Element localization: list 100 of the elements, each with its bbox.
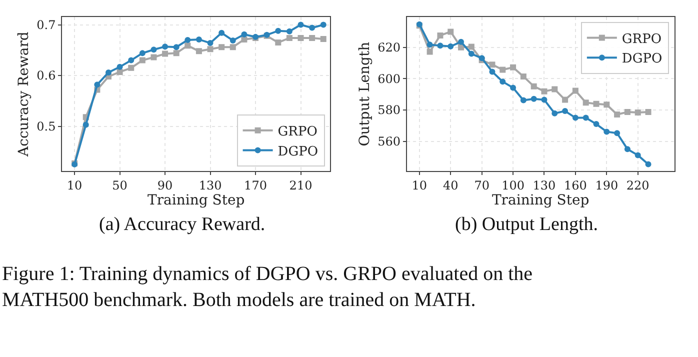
point bbox=[520, 97, 526, 104]
point bbox=[552, 110, 558, 116]
point bbox=[426, 48, 433, 55]
point bbox=[448, 28, 454, 35]
point bbox=[241, 36, 248, 42]
point bbox=[426, 42, 433, 48]
x-tick-label: 10 bbox=[66, 178, 82, 192]
point bbox=[218, 30, 225, 36]
point bbox=[510, 64, 516, 70]
point bbox=[275, 40, 282, 46]
point bbox=[139, 50, 146, 56]
point bbox=[230, 37, 236, 44]
point bbox=[593, 121, 600, 128]
point bbox=[614, 111, 620, 118]
point bbox=[500, 66, 506, 73]
point bbox=[489, 68, 496, 75]
point bbox=[489, 62, 496, 68]
point bbox=[530, 83, 537, 90]
point bbox=[604, 102, 610, 108]
point bbox=[286, 34, 292, 41]
point bbox=[320, 22, 326, 28]
legend-label: GRPO bbox=[622, 32, 662, 47]
y-tick-label: 0.6 bbox=[36, 68, 56, 83]
point bbox=[286, 28, 292, 34]
point bbox=[604, 128, 610, 135]
point bbox=[468, 50, 474, 57]
x-tick-label: 130 bbox=[532, 178, 556, 192]
legend-label: GRPO bbox=[278, 124, 318, 140]
point bbox=[218, 44, 225, 50]
point bbox=[614, 130, 620, 136]
point bbox=[275, 28, 282, 34]
point bbox=[572, 114, 578, 121]
point bbox=[510, 84, 516, 91]
point bbox=[298, 34, 304, 41]
point bbox=[572, 88, 578, 94]
point bbox=[530, 96, 537, 102]
point bbox=[458, 38, 464, 45]
point bbox=[162, 50, 168, 57]
point bbox=[150, 54, 157, 60]
point bbox=[128, 64, 134, 71]
point bbox=[624, 146, 630, 152]
x-axis-title: Training Step bbox=[492, 192, 590, 208]
x-tick-label: 220 bbox=[626, 178, 650, 192]
point bbox=[298, 22, 304, 28]
point bbox=[562, 96, 568, 103]
y-tick-label: 560 bbox=[378, 134, 401, 148]
point bbox=[82, 122, 89, 128]
point bbox=[241, 31, 248, 38]
point bbox=[520, 73, 526, 80]
point bbox=[624, 108, 630, 115]
y-axis-title: Accuracy Reward bbox=[16, 32, 32, 158]
point bbox=[173, 44, 180, 50]
caption: Figure 1: Training dynamics of DGPO vs. GRPO evaluated on the MATH500 benchmark. Both models are trained on MATH. bbox=[2, 263, 533, 311]
y-axis-title: Output Length bbox=[357, 42, 374, 146]
x-tick-label: 190 bbox=[595, 178, 618, 192]
point bbox=[196, 48, 202, 54]
x-tick-label: 130 bbox=[198, 178, 222, 192]
point bbox=[173, 50, 180, 56]
point bbox=[541, 96, 548, 103]
point bbox=[128, 57, 134, 64]
x-tick-label: 40 bbox=[442, 178, 458, 192]
point bbox=[184, 42, 191, 49]
x-tick-label: 90 bbox=[157, 178, 173, 192]
point bbox=[196, 36, 202, 42]
point bbox=[207, 40, 214, 46]
point bbox=[207, 46, 214, 52]
point bbox=[139, 57, 146, 64]
point bbox=[184, 36, 191, 43]
point bbox=[116, 64, 123, 70]
point bbox=[116, 68, 123, 75]
point bbox=[582, 114, 589, 121]
point bbox=[105, 69, 112, 76]
point bbox=[309, 24, 316, 31]
point bbox=[634, 152, 641, 158]
point bbox=[593, 100, 600, 107]
point bbox=[150, 46, 157, 53]
point bbox=[645, 161, 652, 168]
point bbox=[582, 100, 589, 106]
point bbox=[309, 34, 316, 41]
point bbox=[230, 44, 236, 50]
point bbox=[634, 109, 641, 116]
x-tick-label: 70 bbox=[474, 178, 490, 192]
point bbox=[448, 43, 454, 50]
x-tick-label: 100 bbox=[502, 178, 524, 192]
point bbox=[562, 108, 568, 114]
point bbox=[437, 42, 444, 49]
y-tick-label: 580 bbox=[378, 103, 401, 118]
x-tick-label: 50 bbox=[112, 178, 128, 192]
legend-label: DGPO bbox=[622, 52, 662, 67]
point bbox=[645, 108, 652, 115]
x-tick-label: 210 bbox=[289, 178, 312, 192]
point bbox=[552, 86, 558, 92]
point bbox=[500, 78, 506, 85]
point bbox=[541, 88, 548, 94]
y-tick-label: 0.5 bbox=[36, 120, 56, 134]
text: (a) Accuracy Reward. bbox=[99, 214, 266, 235]
point bbox=[320, 36, 326, 42]
y-tick-label: 620 bbox=[378, 40, 401, 55]
x-axis-title: Training Step bbox=[148, 192, 245, 208]
point bbox=[94, 82, 100, 88]
